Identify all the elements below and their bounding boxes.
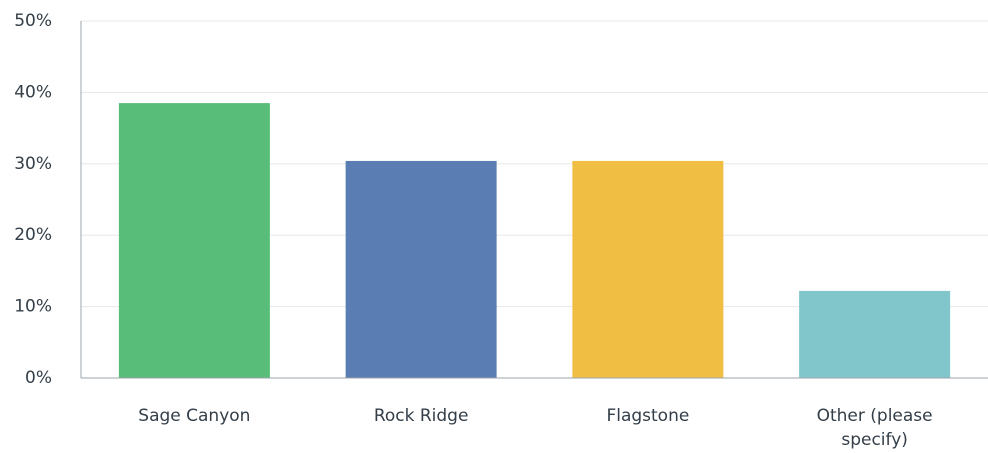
- y-tick-label: 50%: [14, 11, 52, 31]
- x-category-label: Sage Canyon: [138, 406, 250, 426]
- x-axis-category-labels: Sage Canyon Rock Ridge Flagstone Other (ple…: [138, 406, 932, 450]
- bar: [572, 160, 724, 378]
- bar: [799, 290, 951, 378]
- x-category-label: Other (please specify): [817, 406, 933, 450]
- bar: [345, 160, 497, 378]
- x-category-label: Flagstone: [606, 406, 689, 426]
- y-tick-label: 40%: [14, 82, 52, 102]
- y-tick-label: 20%: [14, 225, 52, 245]
- bar: [118, 103, 270, 379]
- bars: [118, 103, 951, 379]
- y-tick-label: 30%: [14, 154, 52, 174]
- y-tick-label: 10%: [14, 297, 52, 317]
- x-category-label: Rock Ridge: [374, 406, 469, 426]
- y-axis-tick-labels: 0% 10% 20% 30% 40% 50%: [14, 11, 52, 388]
- y-tick-label: 0%: [25, 368, 52, 388]
